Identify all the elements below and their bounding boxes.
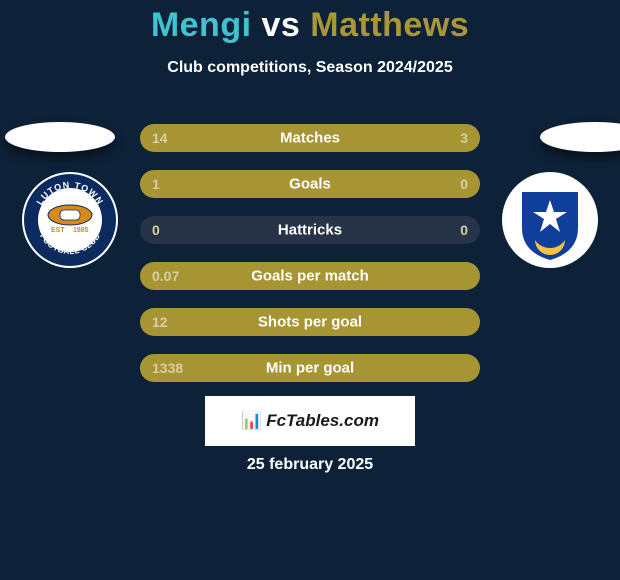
stat-label: Hattricks (140, 222, 480, 239)
avatar-placeholder-left (5, 122, 115, 152)
comparison-bars: 14Matches31Goals00Hattricks00.07Goals pe… (140, 124, 480, 382)
title-player2: Matthews (310, 6, 469, 44)
title-vs: vs (261, 6, 300, 44)
stat-row-matches: 14Matches3 (140, 124, 480, 152)
stat-row-goals-per-match: 0.07Goals per match (140, 262, 480, 290)
subtitle: Club competitions, Season 2024/2025 (0, 59, 620, 77)
comparison-card: Mengi vs Matthews Club competitions, Sea… (0, 0, 620, 580)
stat-row-min-per-goal: 1338Min per goal (140, 354, 480, 382)
stat-right-value: 0 (460, 222, 468, 238)
avatar-placeholder-right (540, 122, 620, 152)
fctables-badge[interactable]: 📊 FcTables.com (205, 396, 415, 446)
svg-text:1885: 1885 (73, 227, 89, 234)
date-label: 25 february 2025 (0, 456, 620, 474)
page-title: Mengi vs Matthews (0, 6, 620, 45)
svg-text:EST: EST (51, 227, 65, 234)
stat-label: Matches (140, 130, 480, 147)
portsmouth-crest-icon (500, 170, 600, 270)
stat-row-hattricks: 0Hattricks0 (140, 216, 480, 244)
stat-row-goals: 1Goals0 (140, 170, 480, 198)
stat-row-shots-per-goal: 12Shots per goal (140, 308, 480, 336)
stat-label: Goals per match (140, 268, 480, 285)
portsmouth-crest (500, 170, 600, 270)
stat-right-value: 0 (460, 176, 468, 192)
luton-crest-icon: LUTON TOWN FOOTBALL CLUB EST 1885 (20, 170, 120, 270)
stat-label: Goals (140, 176, 480, 193)
stat-right-value: 3 (460, 130, 468, 146)
chart-icon: 📊 (241, 411, 262, 431)
title-player1: Mengi (151, 6, 252, 44)
luton-town-crest: LUTON TOWN FOOTBALL CLUB EST 1885 (20, 170, 120, 270)
badge-text: FcTables.com (266, 411, 379, 431)
stat-label: Min per goal (140, 360, 480, 377)
stat-label: Shots per goal (140, 314, 480, 331)
